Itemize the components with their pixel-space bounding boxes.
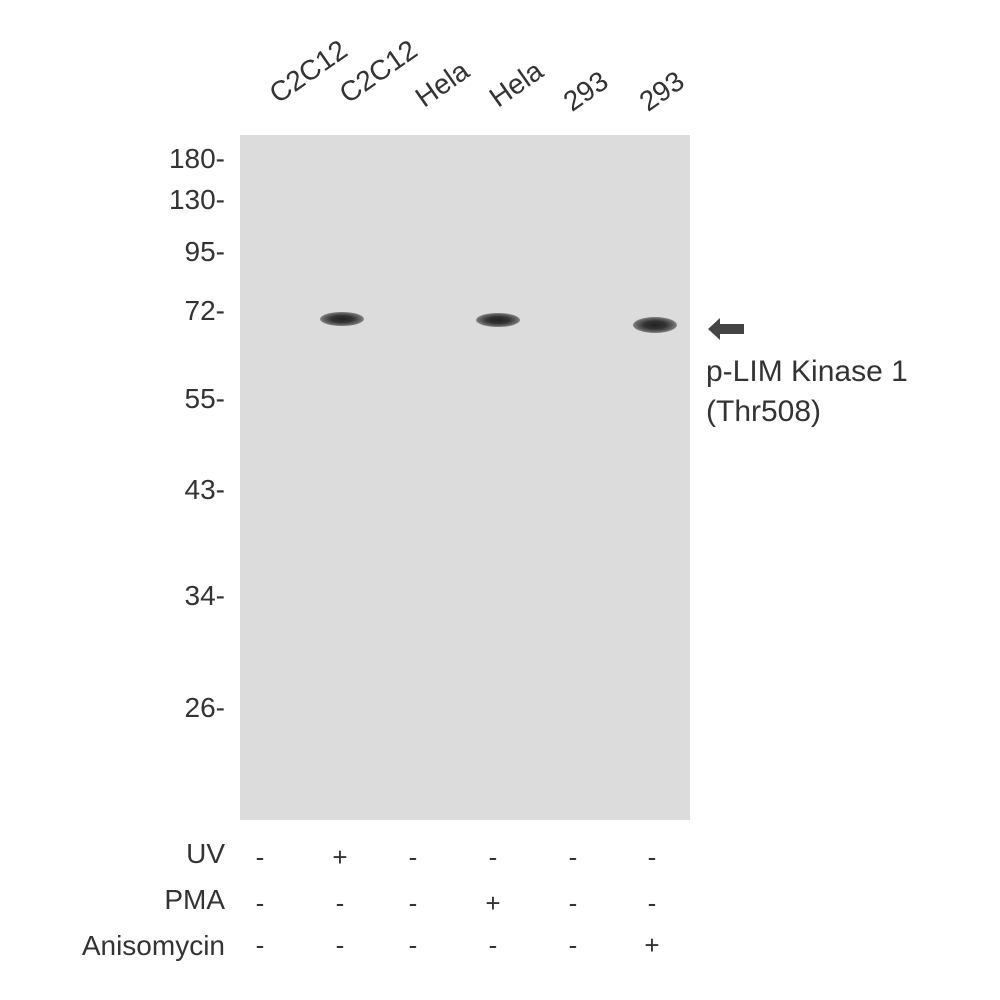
marker-95: 95- [184,236,225,267]
target-site: (Thr508) [706,395,822,428]
treatment-label-uv: UV [186,838,225,869]
marker-130: 130- [168,184,225,215]
treatment-sign: - [255,930,265,960]
band-lane-2 [320,312,364,326]
target-name: p-LIM Kinase 1 [706,355,908,388]
lane-label-3: Hela [409,54,475,114]
treatment-sign: - [568,930,578,960]
arrow-left-icon [708,318,744,340]
treatment-sign: - [335,888,345,918]
treatment-sign: + [644,930,660,960]
treatment-sign: - [408,888,418,918]
lane-label-5: 293 [557,64,614,118]
lane-label-2: C2C12 [333,33,423,110]
treatment-sign: + [485,888,501,918]
marker-26: 26- [184,692,225,723]
lane-label-6: 293 [633,64,690,118]
marker-55: 55- [184,383,225,414]
treatment-sign: - [647,842,657,872]
blot-membrane [240,135,690,820]
treatment-sign: - [568,888,578,918]
treatment-sign: - [255,842,265,872]
treatment-sign: - [568,842,578,872]
treatment-sign: - [488,930,498,960]
band-lane-6 [633,317,677,333]
treatment-sign: - [488,842,498,872]
treatment-sign: - [408,930,418,960]
marker-43: 43- [184,474,225,505]
treatment-sign: - [335,930,345,960]
band-lane-4 [476,313,520,327]
lane-label-4: Hela [483,54,549,114]
marker-180: 180- [168,143,225,174]
treatment-label-anisomycin: Anisomycin [81,930,225,961]
treatment-sign: - [255,888,265,918]
marker-72: 72- [184,295,225,326]
lane-label-1: C2C12 [263,33,353,110]
treatment-sign: - [408,842,418,872]
treatment-sign: - [647,888,657,918]
treatment-label-pma: PMA [164,884,225,915]
marker-34: 34- [184,580,225,611]
treatment-sign: + [332,842,348,872]
